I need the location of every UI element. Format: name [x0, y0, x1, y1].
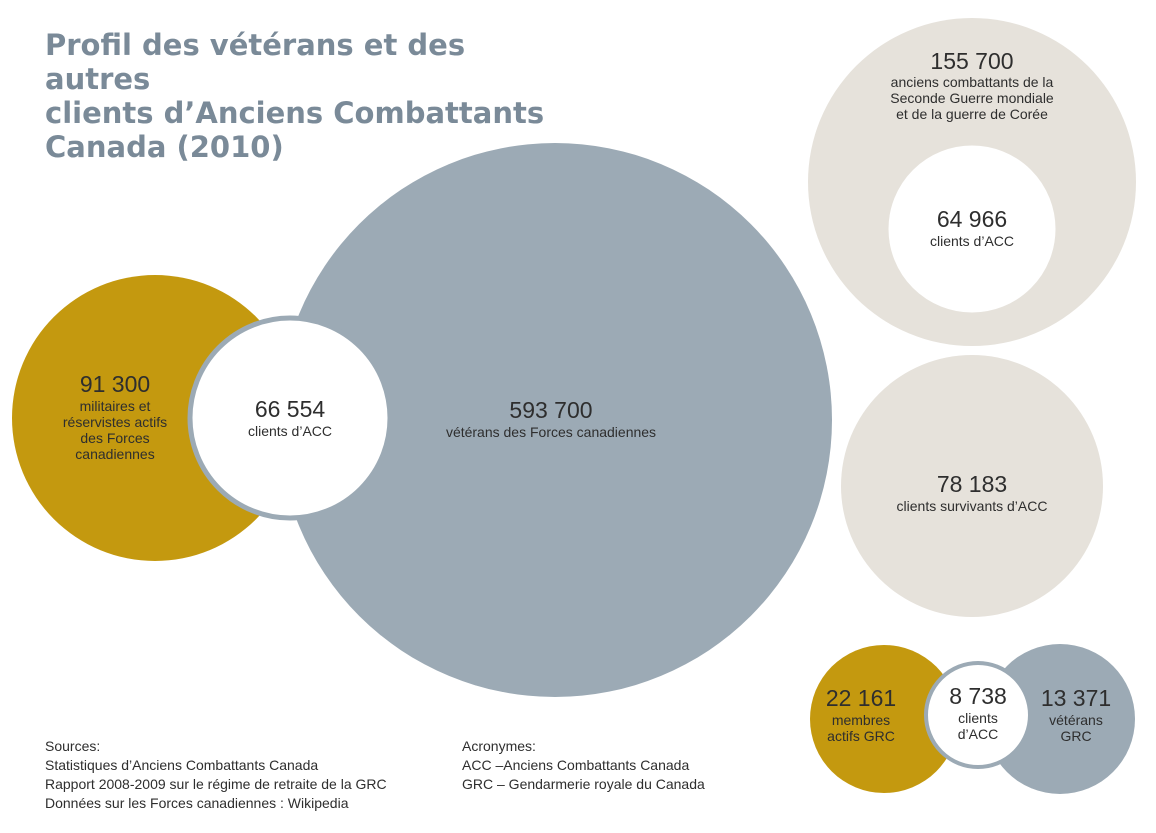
- acronym-item: ACC –Anciens Combattants Canada: [462, 757, 690, 773]
- label-line: des Forces: [80, 430, 149, 446]
- title-line: Canada (2010): [45, 130, 284, 164]
- bubble-rcmp-active: [810, 645, 958, 793]
- label-line: actifs GRC: [827, 728, 895, 744]
- label-line: militaires et: [80, 398, 151, 414]
- bubble-label-rcmp-active: 22 161 membres actifs GRC: [826, 685, 896, 744]
- label-line: réservistes actifs: [63, 414, 167, 430]
- source-item: Statistiques d’Anciens Combattants Canad…: [45, 757, 319, 773]
- label-line: et de la guerre de Corée: [896, 106, 1048, 122]
- label-line: membres: [832, 712, 890, 728]
- value-text: 22 161: [826, 685, 896, 711]
- value-text: 13 371: [1041, 685, 1111, 711]
- label-line: anciens combattants de la: [891, 74, 1054, 90]
- bubble-label-cf-clients: 66 554 clients d’ACC: [248, 396, 332, 439]
- label-line: canadiennes: [75, 446, 154, 462]
- label-line: Seconde Guerre mondiale: [890, 90, 1054, 106]
- acronyms-block: Acronymes: ACC –Anciens Combattants Cana…: [462, 737, 705, 794]
- bubble-label-survivors: 78 183 clients survivants d’ACC: [897, 471, 1048, 514]
- value-text: 78 183: [937, 471, 1007, 497]
- label-line: vétérans: [1049, 712, 1103, 728]
- source-item: Rapport 2008-2009 sur le régime de retra…: [45, 776, 387, 792]
- label-line: d’ACC: [958, 726, 998, 742]
- value-text: 91 300: [80, 371, 150, 397]
- label-line: clients survivants d’ACC: [897, 498, 1048, 514]
- bubble-survivors: [841, 355, 1103, 617]
- bubble-rcmp-veterans: [985, 644, 1135, 794]
- page-title: Profil des vétérans et des autres client…: [45, 28, 565, 164]
- title-line: Profil des vétérans et des autres: [45, 28, 466, 96]
- label-line: clients d’ACC: [930, 233, 1014, 249]
- acronyms-heading: Acronymes:: [462, 738, 536, 754]
- label-line: clients d’ACC: [248, 423, 332, 439]
- source-item: Données sur les Forces canadiennes : Wik…: [45, 795, 349, 811]
- bubble-label-rcmp-clients: 8 738 clients d’ACC: [949, 683, 1007, 742]
- bubble-label-ww2-clients: 64 966 clients d’ACC: [930, 206, 1014, 249]
- bubble-ww2-clients: [883, 140, 1061, 318]
- bubble-label-cf-veterans: 593 700 vétérans des Forces canadiennes: [446, 397, 656, 440]
- sources-block: Sources: Statistiques d’Anciens Combatta…: [45, 737, 387, 813]
- bubble-rcmp-clients: [924, 661, 1032, 769]
- value-text: 155 700: [930, 48, 1013, 74]
- bubble-label-ww2-korea: 155 700 anciens combattants de la Second…: [890, 48, 1054, 122]
- title-line: clients d’Anciens Combattants: [45, 96, 545, 130]
- bubble-label-rcmp-veterans: 13 371 vétérans GRC: [1041, 685, 1111, 744]
- value-text: 8 738: [949, 683, 1007, 709]
- label-line: GRC: [1060, 728, 1091, 744]
- bubble-cf-clients: [187, 315, 393, 521]
- value-text: 64 966: [937, 206, 1007, 232]
- value-text: 593 700: [509, 397, 592, 423]
- bubble-cf-veterans: [278, 143, 832, 697]
- acronym-item: GRC – Gendarmerie royale du Canada: [462, 776, 705, 792]
- sources-heading: Sources:: [45, 738, 101, 754]
- label-line: vétérans des Forces canadiennes: [446, 424, 656, 440]
- value-text: 66 554: [255, 396, 326, 422]
- bubble-label-cf-active: 91 300 militaires et réservistes actifs …: [63, 371, 167, 462]
- label-line: clients: [958, 710, 998, 726]
